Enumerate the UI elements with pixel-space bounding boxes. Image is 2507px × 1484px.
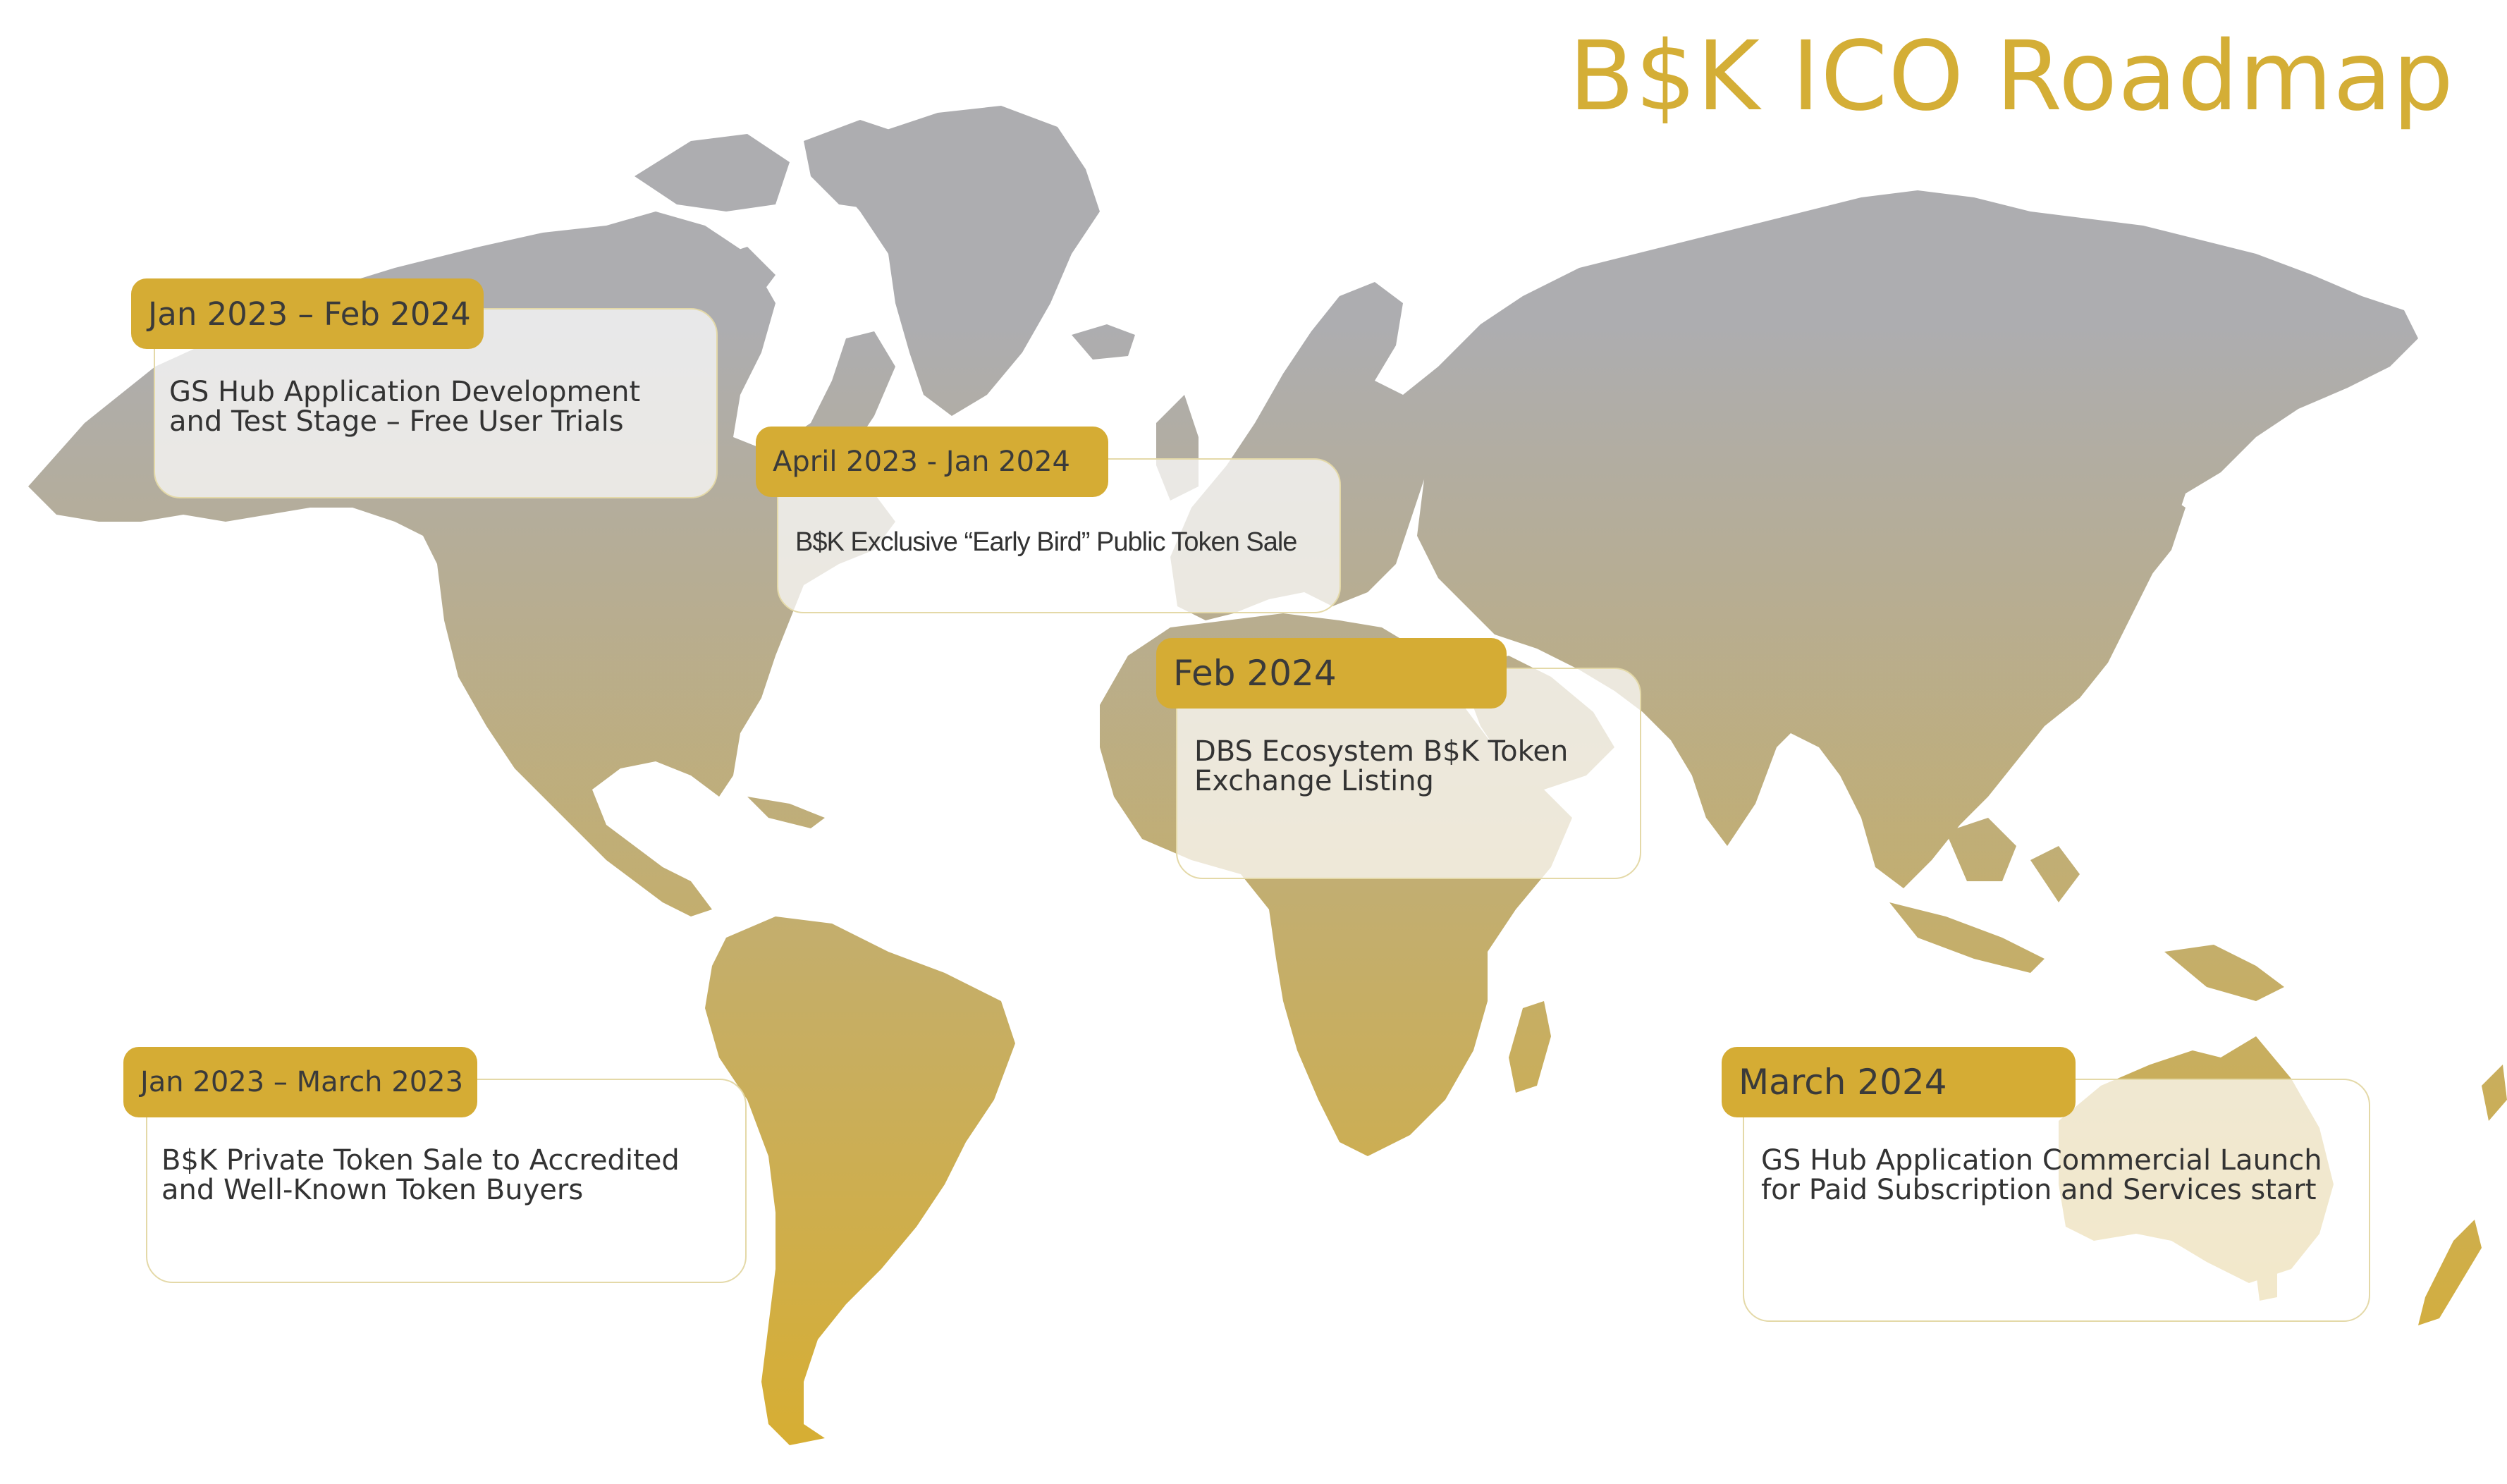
indonesia-shape bbox=[1889, 902, 2045, 973]
milestone-description: GS Hub Application Development and Test … bbox=[169, 377, 640, 436]
milestone-date-tab: Feb 2024 bbox=[1156, 638, 1507, 709]
asia-shape bbox=[1417, 190, 2418, 888]
milestone-date: Jan 2023 – March 2023 bbox=[140, 1066, 464, 1098]
milestone-description-line: B$K Private Token Sale to Accredited bbox=[161, 1144, 680, 1177]
milestone-date-tab: April 2023 - Jan 2024 bbox=[756, 427, 1108, 497]
milestone-description-line: B$K Exclusive “Early Bird” Public Token … bbox=[795, 527, 1297, 557]
milestone-description: DBS Ecosystem B$K Token Exchange Listing bbox=[1194, 737, 1568, 796]
milestone-description-line: for Paid Subscription and Services start bbox=[1761, 1174, 2317, 1206]
milestone-description-line: and Test Stage – Free User Trials bbox=[169, 405, 624, 438]
milestone-mar2024: March 2024 GS Hub Application Commercial… bbox=[1722, 1047, 2374, 1329]
japan-shape bbox=[2101, 493, 2186, 606]
indonesia-shape bbox=[1946, 818, 2016, 881]
milestone-description-line: Exchange Listing bbox=[1194, 765, 1434, 797]
south-america-shape bbox=[705, 916, 1015, 1445]
milestone-description-line: and Well-Known Token Buyers bbox=[161, 1174, 584, 1206]
india-shape bbox=[1678, 726, 1777, 846]
arctic-islands-shape bbox=[635, 134, 790, 211]
milestone-description: GS Hub Application Commercial Launch for… bbox=[1761, 1146, 2322, 1205]
milestone-date-tab: March 2024 bbox=[1722, 1047, 2076, 1117]
milestone-jan2023-feb2024: Jan 2023 – Feb 2024 GS Hub Application D… bbox=[131, 278, 723, 504]
milestone-date: Feb 2024 bbox=[1173, 653, 1337, 694]
milestone-description: B$K Exclusive “Early Bird” Public Token … bbox=[795, 527, 1297, 557]
milestone-date: April 2023 - Jan 2024 bbox=[773, 446, 1070, 478]
greenland-shape bbox=[818, 106, 1100, 416]
new-zealand-shape bbox=[2482, 1065, 2507, 1121]
indonesia-shape bbox=[2030, 846, 2080, 902]
milestone-jan2023-mar2023: Jan 2023 – March 2023 B$K Private Token … bbox=[123, 1047, 751, 1287]
milestone-date-tab: Jan 2023 – Feb 2024 bbox=[131, 278, 484, 349]
caribbean-shape bbox=[747, 797, 825, 828]
arctic-islands-shape bbox=[705, 247, 776, 303]
milestone-date: March 2024 bbox=[1739, 1062, 1947, 1103]
iceland-shape bbox=[1072, 324, 1135, 360]
milestone-feb2024: Feb 2024 DBS Ecosystem B$K Token Exchang… bbox=[1156, 638, 1650, 885]
milestone-description-line: DBS Ecosystem B$K Token bbox=[1194, 735, 1569, 768]
madagascar-shape bbox=[1509, 1001, 1551, 1093]
milestone-description: B$K Private Token Sale to Accredited and… bbox=[161, 1146, 680, 1205]
milestone-date-tab: Jan 2023 – March 2023 bbox=[123, 1047, 477, 1117]
milestone-description-line: GS Hub Application Commercial Launch bbox=[1761, 1144, 2322, 1177]
page-title: B$K ICO Roadmap bbox=[1569, 21, 2454, 133]
milestone-description-line: GS Hub Application Development bbox=[169, 376, 641, 408]
milestone-card bbox=[1743, 1079, 2370, 1322]
new-zealand-shape bbox=[2418, 1220, 2482, 1325]
milestone-date: Jan 2023 – Feb 2024 bbox=[148, 295, 471, 333]
new-guinea-shape bbox=[2164, 945, 2284, 1001]
milestone-apr2023-jan2024: April 2023 - Jan 2024 B$K Exclusive “Ear… bbox=[756, 427, 1348, 613]
